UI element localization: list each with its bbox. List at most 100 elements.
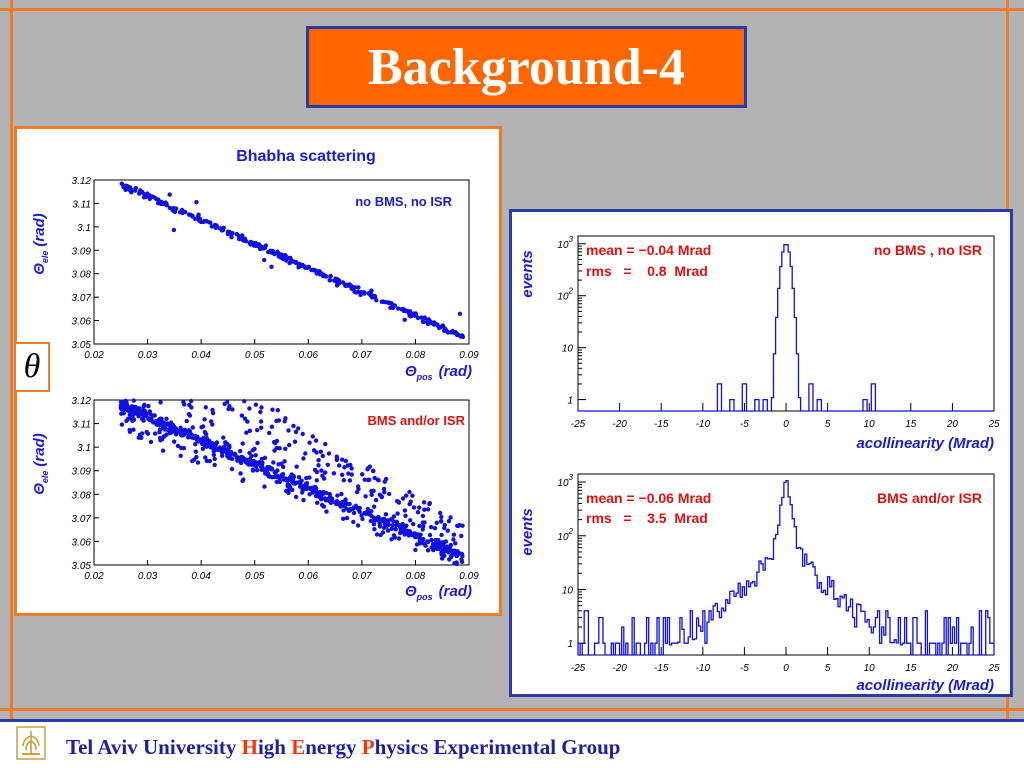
scatter-bottom-point (301, 456, 306, 461)
scatter-bottom-point (210, 441, 215, 446)
scatter-bottom-ytick-label: 3.09 (72, 467, 92, 478)
scatter-bottom-point (376, 516, 381, 521)
scatter-bottom-point (451, 537, 456, 542)
scatter-bottom-point (386, 518, 391, 523)
scatter-bottom-point (320, 491, 326, 497)
scatter-panel: Bhabha scattering no BMS, no ISR 0.02 0.0… (14, 126, 502, 616)
scatter-bottom-point (412, 531, 418, 536)
scatter-bottom-point (411, 505, 417, 510)
scatter-bottom-point (446, 519, 452, 524)
scatter-bottom-point (203, 405, 208, 410)
scatter-top-point (282, 252, 288, 258)
scatter-bottom-point (363, 494, 368, 499)
scatter-bottom-point (221, 435, 226, 440)
scatter-bottom-point (405, 528, 410, 534)
scatter-bottom-point (375, 477, 381, 482)
scatter-bottom-point (326, 451, 332, 456)
scatter-top-point (133, 185, 138, 191)
scatter-bottom-point (373, 497, 379, 503)
scatter-bottom-point (417, 538, 423, 543)
scatter-bottom-point (390, 523, 395, 528)
scatter-bottom-point (174, 428, 180, 433)
scatter-bottom-point (401, 525, 406, 530)
scatter-bottom-point (152, 431, 158, 436)
scatter-bottom-point (239, 413, 245, 418)
footer-line (0, 719, 1024, 722)
scatter-top-xtick-label: 0.04 (191, 350, 211, 361)
scatter-bottom-point (413, 547, 418, 553)
scatter-top-xtick-label: 0.05 (245, 350, 265, 361)
scatter-bottom-xtick-label: 0.02 (84, 571, 104, 582)
hist-top-xlabel: acollinearity (Mrad) (856, 435, 994, 452)
scatter-top-point (450, 328, 455, 334)
scatter-bottom-point (119, 422, 125, 427)
footer-segment: P (361, 735, 375, 759)
scatter-bottom-point (260, 460, 265, 465)
scatter-bottom-point (259, 425, 264, 430)
scatter-top-point (386, 300, 391, 306)
scatter-bottom-point (425, 548, 431, 553)
scatter-bottom-point (442, 522, 447, 528)
scatter-bottom-point (163, 426, 168, 431)
scatter-bottom-point (340, 457, 345, 462)
histogram-panel: 1 10 102 103 -25 -20 -15 -10 -5 0 5 10 15 20 25 mean =… (509, 209, 1013, 697)
scatter-bottom-point (282, 476, 287, 481)
university-logo-icon (16, 726, 46, 760)
scatter-bottom-point (335, 493, 340, 498)
scatter-bottom-point (296, 475, 302, 480)
footer-segment: Tel Aviv University (66, 735, 242, 759)
scatter-bottom-point (314, 450, 319, 455)
scatter-top-point (428, 319, 433, 324)
frame-bottom (0, 708, 1024, 711)
scatter-bottom-point (179, 431, 185, 436)
scatter-bottom-point (433, 542, 439, 547)
scatter-bottom-point (179, 445, 184, 451)
scatter-top-point (456, 332, 461, 337)
scatter-bottom-point (290, 480, 296, 486)
scatter-bottom-point (182, 402, 187, 407)
frame-top (0, 8, 1024, 11)
scatter-bottom-point (211, 449, 216, 454)
scatter-bottom-point (247, 406, 252, 411)
scatter-top-point (419, 315, 424, 320)
scatter-bottom-point (439, 518, 444, 524)
hist-bottom-xtick-label: 20 (946, 663, 959, 674)
scatter-top-ytick-label: 3.09 (72, 246, 92, 257)
scatter-top-point (152, 195, 157, 200)
scatter-bottom-point (372, 475, 377, 481)
scatter-bottom-point (290, 487, 295, 493)
scatter-bottom-point (223, 440, 228, 445)
scatter-bottom-point (439, 532, 444, 538)
scatter-bottom-point (220, 453, 225, 458)
scatter-bottom-xtick-label: 0.07 (352, 571, 372, 582)
scatter-bottom-point (348, 506, 353, 512)
scatter-bottom-point (313, 486, 319, 491)
scatter-top-point (159, 199, 164, 205)
scatter-bottom-point (159, 437, 165, 442)
scatter-top-point (305, 265, 310, 270)
scatter-top-ylabel-symbol: Θ (31, 263, 48, 275)
scatter-bottom-point (341, 478, 346, 483)
scatter-bottom-point (383, 476, 389, 482)
scatter-bottom-point (407, 489, 412, 495)
scatter-top-point (311, 267, 316, 272)
scatter-bottom-point (212, 456, 217, 462)
scatter-top-point (412, 311, 417, 317)
hist-bottom-histogram-line (577, 479, 995, 656)
scatter-bottom-ylabel-symbol: Θ (31, 483, 48, 495)
scatter-bottom-plot: 0.02 0.03 0.04 0.05 0.06 0.07 0.08 0.09 3.05 3.06… (31, 396, 479, 602)
scatter-bottom-point (131, 398, 136, 403)
scatter-top-point (198, 219, 204, 225)
scatter-top-point (368, 293, 374, 298)
scatter-bottom-point (360, 472, 365, 477)
scatter-top-xlabel: Θpos (rad) (405, 363, 472, 382)
scatter-bottom-point (287, 483, 292, 488)
scatter-top-xtick-label: 0.09 (459, 350, 479, 361)
scatter-bottom-point (262, 484, 267, 489)
scatter-bottom-ylabel-unit: (rad) (31, 433, 48, 466)
scatter-bottom-point (402, 508, 408, 513)
scatter-bottom-points (118, 398, 465, 567)
scatter-bottom-point (325, 462, 330, 467)
scatter-bottom-point (315, 492, 320, 498)
